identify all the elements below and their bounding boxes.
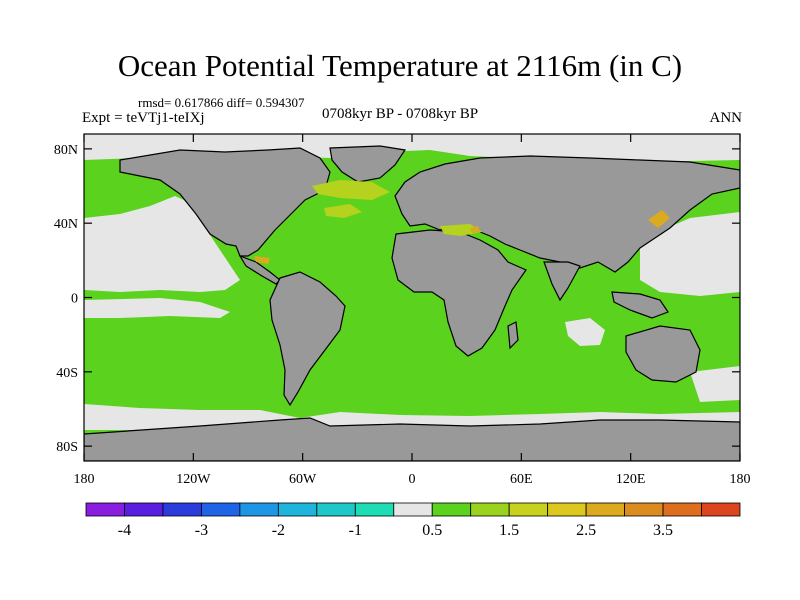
lon-tick-label: 120E bbox=[616, 472, 646, 487]
colorbar-labels: -4 -3 -2 -1 0.5 1.5 2.5 3.5 bbox=[118, 522, 673, 539]
colorbar-swatch bbox=[701, 502, 741, 517]
colorbar-swatch bbox=[624, 502, 664, 517]
map-title: Ocean Potential Temperature at 2116m (in… bbox=[117, 48, 683, 83]
colorbar-swatch bbox=[431, 502, 472, 517]
lat-tick-label: 0 bbox=[71, 292, 78, 307]
lon-tick-label: 180 bbox=[730, 472, 751, 487]
warm-anomaly-patches bbox=[312, 180, 482, 236]
map-plot-area bbox=[84, 134, 740, 461]
colorbar-swatch bbox=[201, 502, 241, 517]
lat-tick-label: 80N bbox=[54, 143, 78, 158]
lat-tick-label: 80S bbox=[56, 440, 78, 455]
colorbar-swatch bbox=[547, 502, 587, 517]
lon-tick-label: 180 bbox=[74, 472, 95, 487]
colorbar-swatch bbox=[662, 502, 702, 517]
colorbar-label: 1.5 bbox=[499, 522, 519, 539]
season-label: ANN bbox=[709, 110, 743, 126]
colorbar-label: -2 bbox=[272, 522, 285, 539]
colorbar-swatch bbox=[585, 502, 625, 517]
colorbar-swatch bbox=[354, 502, 395, 517]
lon-tick-label: 0 bbox=[409, 472, 416, 487]
colorbar-label: 0.5 bbox=[422, 522, 442, 539]
colorbar-swatch bbox=[162, 502, 202, 517]
colorbar-label: 3.5 bbox=[653, 522, 673, 539]
lat-tick-label: 40N bbox=[54, 217, 78, 232]
colorbar-swatch bbox=[316, 502, 356, 517]
axis-ticks bbox=[83, 134, 741, 461]
colorbar bbox=[85, 502, 741, 517]
experiment-label: Expt = teVTj1-teIXj bbox=[82, 110, 205, 126]
colorbar-swatch bbox=[470, 502, 510, 517]
colorbar-swatch bbox=[85, 502, 125, 517]
colorbar-label: 2.5 bbox=[576, 522, 596, 539]
colorbar-label: -1 bbox=[349, 522, 362, 539]
land-masses bbox=[84, 145, 740, 461]
colorbar-swatch bbox=[239, 502, 279, 517]
colorbar-label: -4 bbox=[118, 522, 131, 539]
lat-tick-label: 40S bbox=[56, 366, 78, 381]
period-label: 0708kyr BP - 0708kyr BP bbox=[322, 106, 479, 122]
lon-tick-label: 60W bbox=[289, 472, 317, 487]
colorbar-swatch bbox=[277, 502, 318, 517]
lon-tick-label: 120W bbox=[176, 472, 211, 487]
colorbar-swatch bbox=[393, 502, 433, 517]
colorbar-swatch bbox=[124, 502, 164, 517]
axis-labels: 80N 40N 0 40S 80S 180 120W 60W 0 60E 120E 180 bbox=[54, 143, 751, 487]
colorbar-label: -3 bbox=[195, 522, 208, 539]
hot-anomaly-patches bbox=[254, 210, 670, 264]
rmsd-diff-stats: rmsd= 0.617866 diff= 0.594307 bbox=[138, 95, 305, 110]
colorbar-swatch bbox=[508, 502, 549, 517]
lon-tick-label: 60E bbox=[510, 472, 533, 487]
